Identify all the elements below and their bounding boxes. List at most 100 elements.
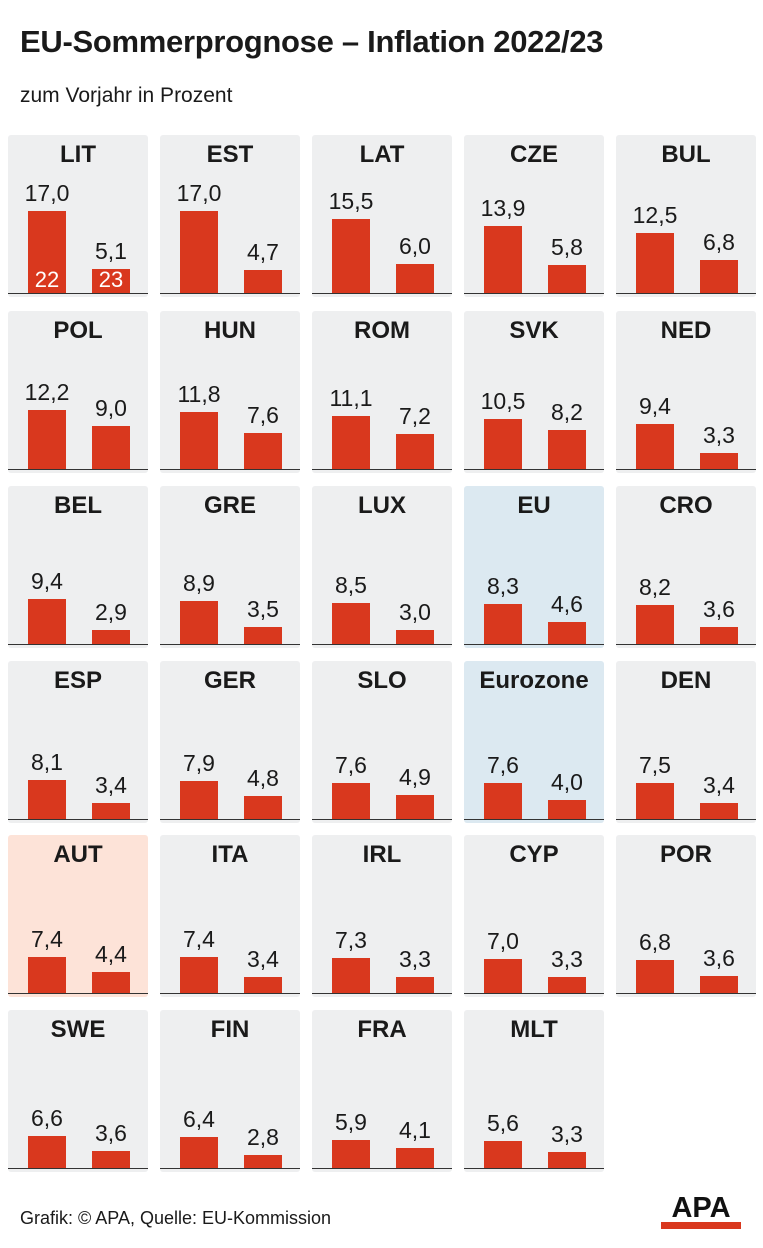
- country-label: HUN: [204, 317, 256, 344]
- country-label: ROM: [354, 317, 410, 344]
- panel-fin: FIN 6,4 2,8: [160, 1010, 300, 1172]
- baseline: [464, 293, 604, 294]
- baseline: [160, 1168, 300, 1169]
- bar-22: [28, 957, 66, 993]
- country-label: GRE: [203, 492, 256, 519]
- country-label: SVK: [509, 317, 559, 344]
- source-credit: Grafik: © APA, Quelle: EU-Kommission: [20, 1208, 332, 1228]
- panel-slo: SLO 7,6 4,9: [312, 661, 452, 823]
- value-label: 3,6: [95, 1120, 127, 1146]
- bar-22: [332, 958, 370, 993]
- value-label: 5,8: [551, 234, 583, 260]
- value-label: 5,6: [487, 1110, 519, 1136]
- bar-23: [396, 434, 434, 469]
- value-label: 17,0: [176, 180, 222, 206]
- country-label: CYP: [509, 841, 559, 868]
- bar-23: [244, 270, 282, 293]
- value-label: 7,3: [335, 927, 367, 953]
- panel-pol: POL 12,2 9,0: [8, 311, 148, 473]
- baseline: [312, 469, 452, 470]
- chart-title: EU-Sommerprognose – Inflation 2022/23: [20, 24, 604, 59]
- country-label: BEL: [54, 492, 102, 519]
- value-label: 8,1: [31, 749, 63, 775]
- bar-23: [244, 627, 282, 644]
- baseline: [8, 293, 148, 294]
- value-label: 9,4: [31, 568, 63, 594]
- baseline: [160, 293, 300, 294]
- country-label: ESP: [53, 667, 103, 694]
- country-label: DEN: [660, 667, 712, 694]
- bar-23: [548, 622, 586, 644]
- bar-22: [180, 957, 218, 993]
- value-label: 3,3: [551, 1121, 583, 1147]
- value-label: 4,4: [95, 941, 127, 967]
- country-label: AUT: [53, 841, 103, 868]
- baseline: [160, 819, 300, 820]
- baseline: [160, 993, 300, 994]
- country-label: ITA: [211, 841, 249, 868]
- country-label: SWE: [50, 1016, 106, 1043]
- bar-23: [92, 1151, 130, 1168]
- country-label: SLO: [357, 667, 407, 694]
- year-label: 22: [34, 267, 60, 292]
- bar-22: [28, 780, 66, 819]
- panel-por: POR 6,8 3,6: [616, 835, 756, 997]
- bar-23: [548, 265, 586, 293]
- apa-logo-bar: [661, 1222, 741, 1229]
- country-label: FIN: [210, 1016, 250, 1043]
- bar-22: [636, 233, 674, 293]
- bar-22: [28, 1136, 66, 1168]
- panel-aut: AUT 7,4 4,4: [8, 835, 148, 997]
- panel-eurozone: Eurozone 7,6 4,0: [464, 661, 604, 823]
- value-label: 10,5: [480, 388, 526, 414]
- value-label: 11,1: [329, 385, 373, 411]
- country-label: CZE: [510, 141, 558, 168]
- bar-22: [484, 959, 522, 993]
- bar-23: [396, 630, 434, 644]
- value-label: 9,0: [95, 395, 127, 421]
- value-label: 3,0: [399, 599, 431, 625]
- bar-22: [636, 960, 674, 993]
- value-label: 8,2: [639, 574, 671, 600]
- baseline: [464, 644, 604, 645]
- bar-22: [332, 219, 370, 293]
- value-label: 7,2: [399, 403, 431, 429]
- baseline: [616, 993, 756, 994]
- value-label: 7,5: [639, 752, 671, 778]
- value-label: 5,1: [95, 238, 127, 264]
- value-label: 8,3: [487, 573, 519, 599]
- bar-22: [180, 412, 218, 469]
- bar-23: [92, 630, 130, 644]
- value-label: 13,9: [480, 195, 526, 221]
- baseline: [616, 819, 756, 820]
- baseline: [8, 819, 148, 820]
- value-label: 8,9: [183, 570, 215, 596]
- country-label: IRL: [362, 841, 402, 868]
- panel-fra: FRA 5,9 4,1: [312, 1010, 452, 1172]
- country-label: POR: [659, 841, 712, 868]
- panel-esp: ESP 8,1 3,4: [8, 661, 148, 823]
- bar-23: [244, 796, 282, 819]
- value-label: 4,8: [247, 765, 279, 791]
- bar-22: [28, 599, 66, 644]
- bar-22: [28, 211, 66, 293]
- value-label: 9,4: [639, 393, 671, 419]
- country-label: GER: [203, 667, 256, 694]
- baseline: [616, 469, 756, 470]
- panel-ger: GER 7,9 4,8: [160, 661, 300, 823]
- value-label: 4,1: [399, 1117, 431, 1143]
- baseline: [8, 1168, 148, 1169]
- value-label: 7,9: [183, 750, 215, 776]
- bar-23: [396, 264, 434, 293]
- bar-23: [700, 803, 738, 819]
- value-label: 11,8: [177, 381, 221, 407]
- value-label: 4,9: [399, 764, 431, 790]
- value-label: 6,8: [639, 929, 671, 955]
- panel-cyp: CYP 7,0 3,3: [464, 835, 604, 997]
- value-label: 2,8: [247, 1124, 279, 1150]
- value-label: 8,2: [551, 399, 583, 425]
- panel-hun: HUN 11,8 7,6: [160, 311, 300, 473]
- country-label: POL: [53, 317, 103, 344]
- bar-23: [548, 1152, 586, 1168]
